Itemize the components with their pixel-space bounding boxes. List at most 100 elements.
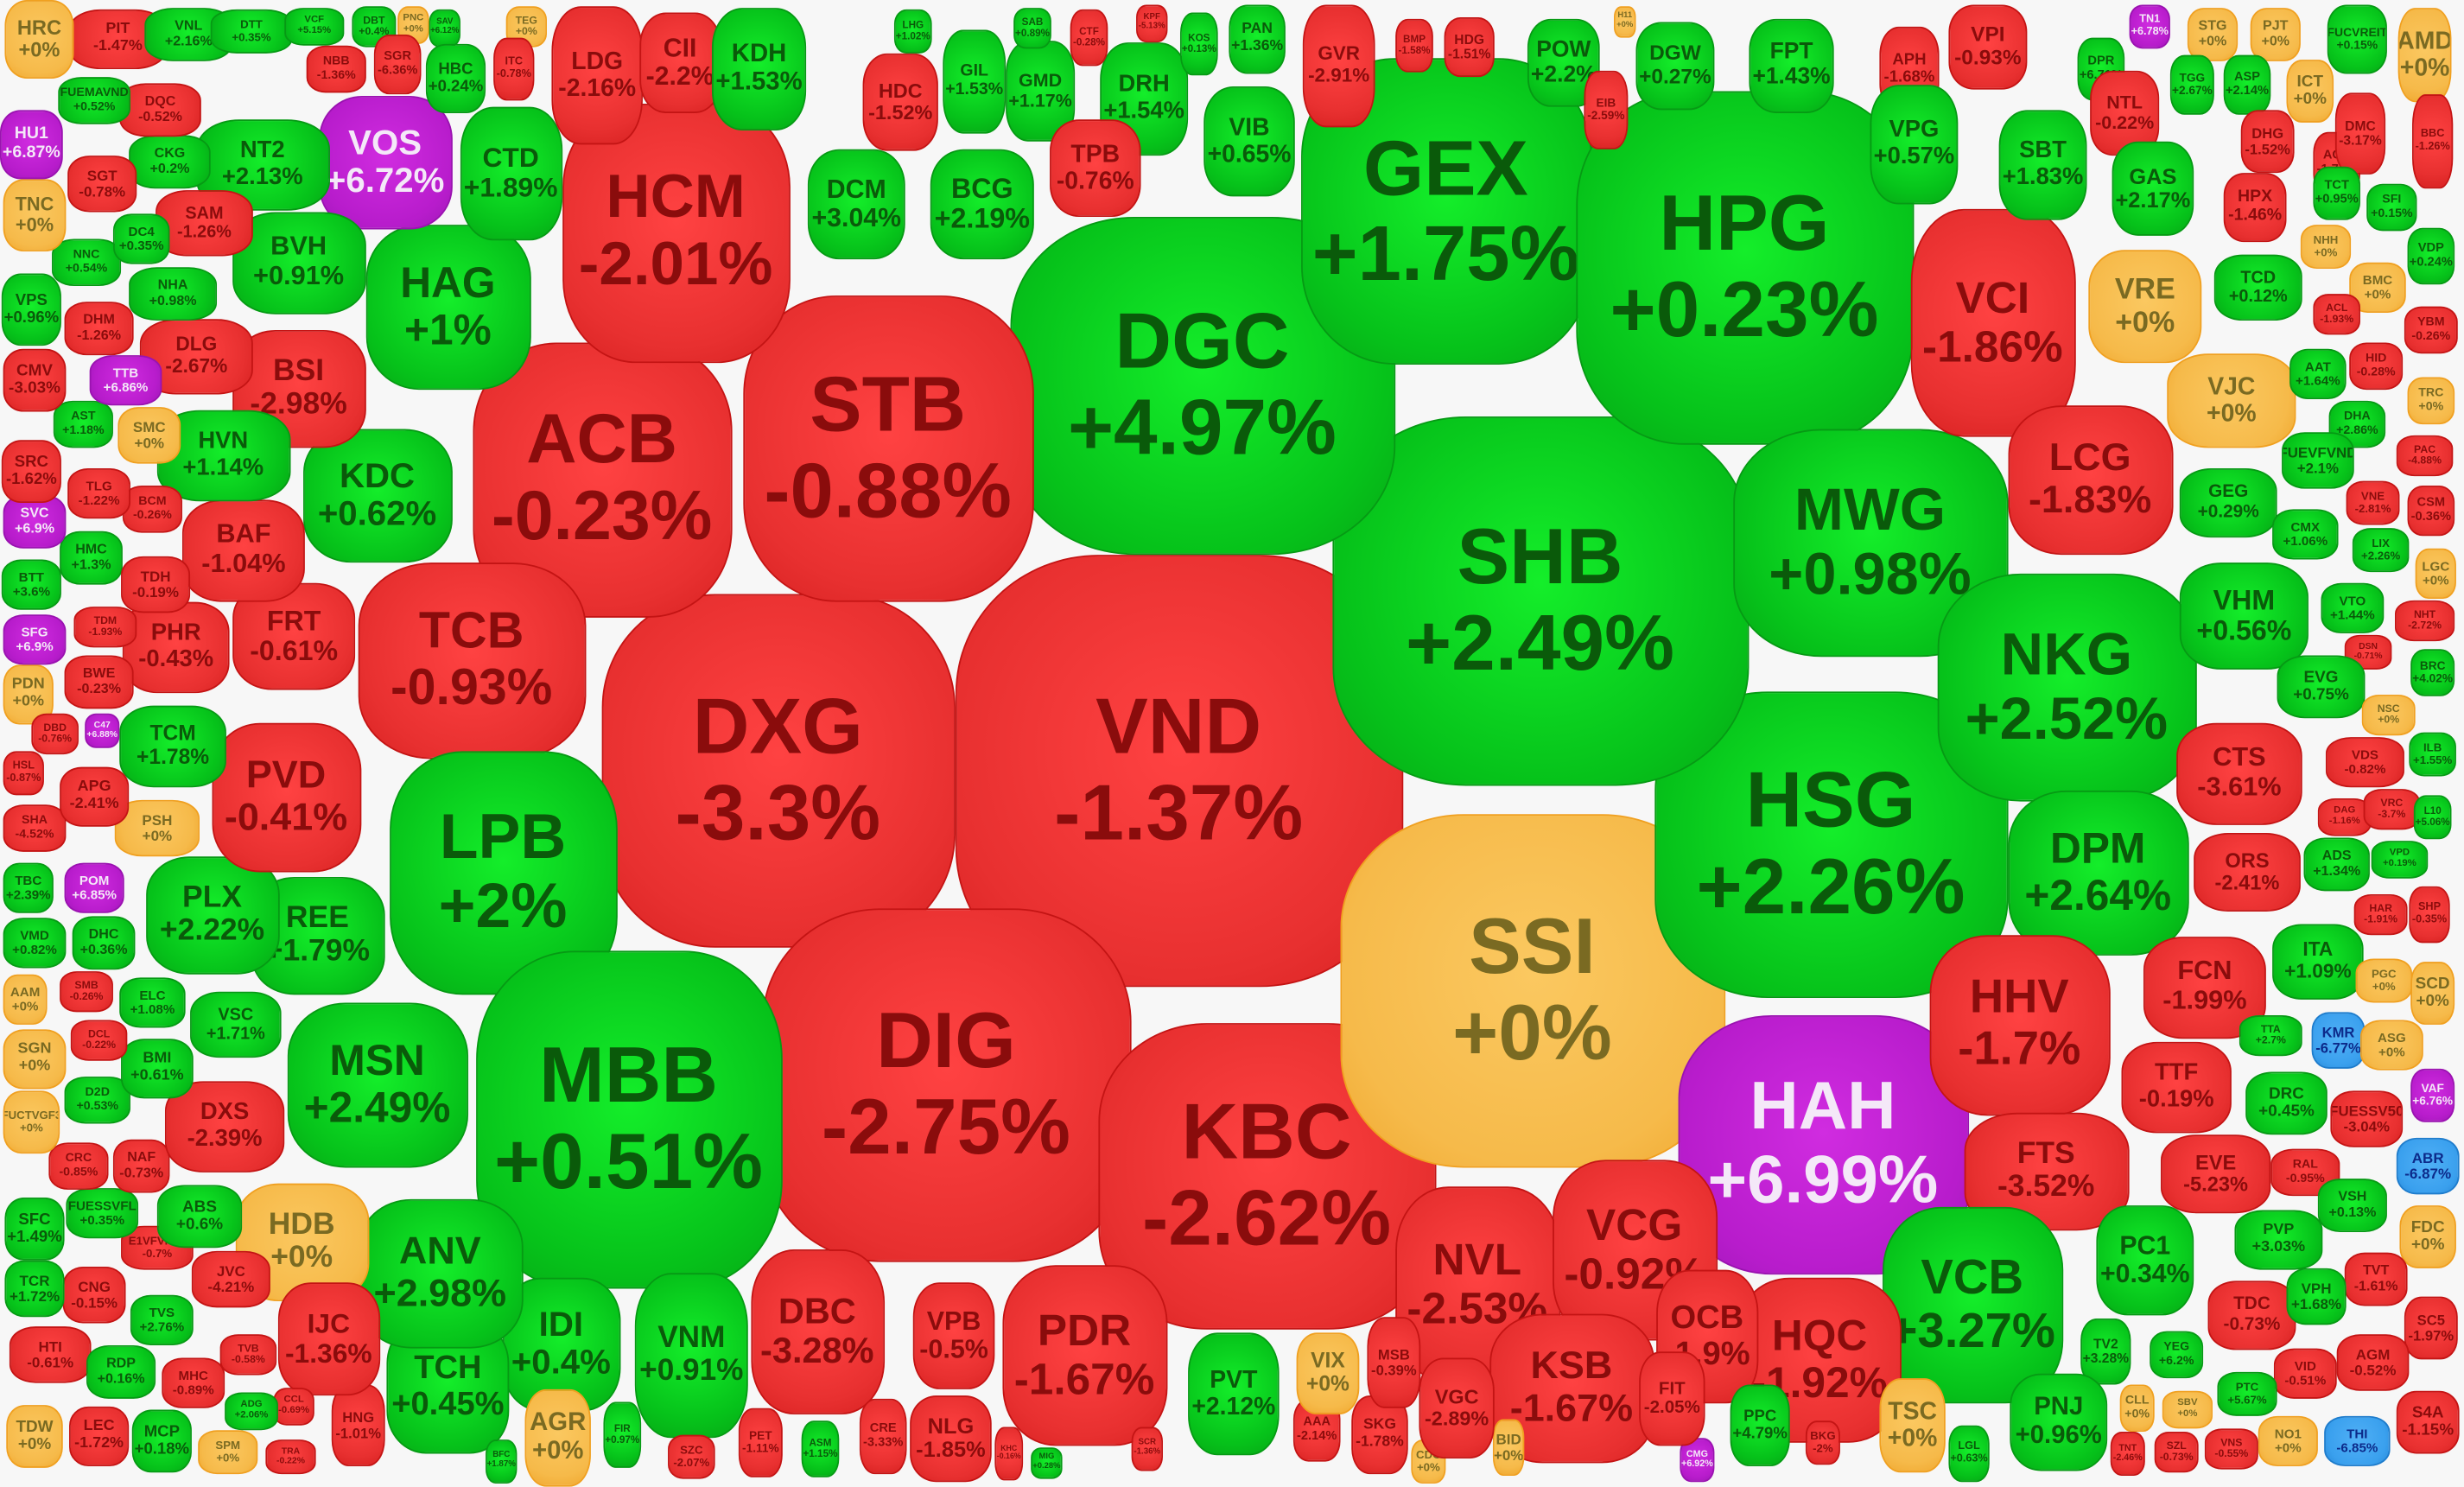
stock-tile-src[interactable]: SRC -1.62% <box>1 440 61 504</box>
stock-tile-jvc[interactable]: JVC -4.21% <box>191 1250 270 1308</box>
stock-tile-scd[interactable]: SCD +0% <box>2410 962 2455 1025</box>
stock-tile-ybm[interactable]: YBM -0.26% <box>2404 306 2458 354</box>
stock-tile-ilb[interactable]: ILB +1.55% <box>2409 732 2456 777</box>
stock-tile-smb[interactable]: SMB -0.26% <box>60 971 113 1013</box>
stock-tile-ctf[interactable]: CTF -0.28% <box>1070 9 1108 67</box>
stock-tile-e1vfvn30[interactable]: E1VFVN30 -0.7% <box>121 1225 194 1270</box>
stock-tile-hbc[interactable]: HBC +0.24% <box>425 43 486 113</box>
stock-tile-hti[interactable]: HTI -0.61% <box>9 1326 92 1383</box>
stock-tile-sam[interactable]: SAM -1.26% <box>156 190 253 257</box>
stock-tile-vjc[interactable]: VJC +0% <box>2167 353 2296 448</box>
stock-tile-sfi[interactable]: SFI +0.15% <box>2366 183 2417 232</box>
stock-tile-sfc[interactable]: SFC +1.49% <box>4 1198 65 1261</box>
stock-tile-eve[interactable]: EVE -5.23% <box>2160 1134 2271 1214</box>
stock-tile-ksb[interactable]: KSB -1.67% <box>1489 1312 1654 1463</box>
stock-tile-hah[interactable]: HAH +6.99% <box>1677 1014 1969 1274</box>
stock-tile-tta[interactable]: TTA +2.7% <box>2239 1015 2302 1057</box>
stock-tile-tnc[interactable]: TNC +0% <box>3 179 67 252</box>
stock-tile-geg[interactable]: GEG +0.29% <box>2179 468 2277 538</box>
stock-tile-ctd[interactable]: CTD +1.89% <box>460 105 562 240</box>
stock-tile-lgc[interactable]: LGC +0% <box>2415 548 2456 600</box>
stock-tile-acl[interactable]: ACL -1.93% <box>2313 294 2360 335</box>
stock-tile-dxs[interactable]: DXS -2.39% <box>164 1081 285 1172</box>
stock-tile-tnt[interactable]: TNT -2.46% <box>2110 1432 2145 1476</box>
stock-tile-fdc[interactable]: FDC +0% <box>2399 1205 2456 1268</box>
stock-tile-fuemavnd[interactable]: FUEMAVND +0.52% <box>58 77 130 124</box>
stock-tile-pom[interactable]: POM +6.85% <box>64 862 124 913</box>
stock-tile-nlg[interactable]: NLG -1.85% <box>910 1395 992 1482</box>
stock-tile-sbv[interactable]: SBV +0% <box>2162 1390 2213 1429</box>
stock-tile-dag[interactable]: DAG -1.16% <box>2317 798 2372 836</box>
stock-tile-aam[interactable]: AAM +0% <box>3 974 48 1025</box>
stock-tile-thi[interactable]: THI -6.85% <box>2324 1415 2391 1467</box>
stock-tile-ict[interactable]: ICT +0% <box>2286 60 2334 123</box>
stock-tile-vps[interactable]: VPS +0.96% <box>1 273 61 346</box>
stock-tile-tdm[interactable]: TDM -1.93% <box>73 607 137 648</box>
stock-tile-kpf[interactable]: KPF -5.13% <box>1136 4 1168 43</box>
stock-tile-hdg[interactable]: HDG -1.51% <box>1444 17 1495 78</box>
stock-tile-drc[interactable]: DRC +0.45% <box>2245 1071 2327 1135</box>
stock-tile-sab[interactable]: SAB +0.89% <box>1013 8 1051 49</box>
stock-tile-nha[interactable]: NHA +0.98% <box>129 267 218 321</box>
stock-tile-msb[interactable]: MSB -0.39% <box>1367 1317 1421 1408</box>
stock-tile-cmv[interactable]: CMV -3.03% <box>3 348 67 412</box>
stock-tile-crc[interactable]: CRC -0.85% <box>48 1142 109 1190</box>
stock-tile-yeg[interactable]: YEG +6.2% <box>2150 1331 2204 1379</box>
stock-tile-gvr[interactable]: GVR -2.91% <box>1302 4 1375 128</box>
stock-tile-dbt[interactable]: DBT +0.4% <box>352 6 397 48</box>
stock-tile-shp[interactable]: SHP -0.35% <box>2409 886 2450 944</box>
stock-tile-sav[interactable]: SAV +6.12% <box>429 9 460 48</box>
stock-tile-tbc[interactable]: TBC +2.39% <box>3 862 54 913</box>
stock-tile-pgc[interactable]: PGC +0% <box>2355 958 2413 1003</box>
stock-tile-khc[interactable]: KHC -0.16% <box>994 1427 1024 1481</box>
stock-tile-cre[interactable]: CRE -3.33% <box>859 1398 907 1475</box>
stock-tile-ocb[interactable]: OCB -1.9% <box>1655 1268 1758 1403</box>
stock-tile-tlg[interactable]: TLG -1.22% <box>67 468 130 519</box>
stock-tile-bid[interactable]: BID +0% <box>1492 1420 1525 1477</box>
stock-tile-ita[interactable]: ITA +1.09% <box>2272 924 2364 1000</box>
stock-tile-mig[interactable]: MIG +0.28% <box>1031 1447 1063 1479</box>
stock-tile-naf[interactable]: NAF -0.73% <box>112 1139 170 1193</box>
stock-tile-pow[interactable]: POW +2.2% <box>1527 18 1600 107</box>
stock-tile-ast[interactable]: AST +1.18% <box>53 400 113 448</box>
stock-tile-tpb[interactable]: TPB -0.76% <box>1050 119 1141 218</box>
stock-tile-pan[interactable]: PAN +1.36% <box>1229 4 1286 74</box>
stock-tile-vto[interactable]: VTO +1.44% <box>2321 582 2385 634</box>
stock-tile-trc[interactable]: TRC +0% <box>2407 377 2455 425</box>
stock-tile-hmc[interactable]: HMC +1.3% <box>60 531 123 585</box>
stock-tile-fir[interactable]: FIR +0.97% <box>603 1401 642 1468</box>
stock-tile-kos[interactable]: KOS +0.13% <box>1179 12 1218 76</box>
stock-tile-tn1[interactable]: TN1 +6.78% <box>2129 4 2170 49</box>
stock-tile-pvt[interactable]: PVT +2.12% <box>1188 1332 1280 1456</box>
stock-tile-nsc[interactable]: NSC +0% <box>2361 694 2416 736</box>
stock-tile-stb[interactable]: STB -0.88% <box>742 295 1033 601</box>
stock-tile-btt[interactable]: BTT +3.6% <box>1 559 61 610</box>
stock-tile-ckg[interactable]: CKG +0.2% <box>129 135 211 189</box>
stock-tile-ttb[interactable]: TTB +6.86% <box>89 355 162 406</box>
stock-tile-psh[interactable]: PSH +0% <box>114 799 200 857</box>
stock-tile-hpg[interactable]: HPG +0.23% <box>1575 90 1914 444</box>
stock-tile-ads[interactable]: ADS +1.34% <box>2303 837 2370 892</box>
stock-tile-elc[interactable]: ELC +1.08% <box>119 977 186 1028</box>
stock-tile-anv[interactable]: ANV +2.98% <box>357 1198 523 1348</box>
stock-tile-vid[interactable]: VID -0.51% <box>2273 1348 2337 1399</box>
stock-tile-tra[interactable]: TRA -0.22% <box>265 1439 316 1475</box>
stock-tile-no1[interactable]: NO1 +0% <box>2258 1415 2318 1467</box>
stock-tile-tdc[interactable]: TDC -0.73% <box>2207 1280 2296 1350</box>
stock-tile-mwg[interactable]: MWG +0.98% <box>1732 428 2008 657</box>
stock-tile-pdr[interactable]: PDR -1.67% <box>1001 1264 1167 1446</box>
stock-tile-har[interactable]: HAR -1.91% <box>2353 893 2408 936</box>
stock-tile-tsc[interactable]: TSC +0% <box>1879 1378 1946 1473</box>
stock-tile-tdw[interactable]: TDW +0% <box>6 1405 63 1468</box>
stock-tile-fuctvgf3[interactable]: FUCTVGF3 +0% <box>3 1090 60 1154</box>
stock-tile-ppc[interactable]: PPC +4.79% <box>1730 1384 1790 1467</box>
stock-tile-fucvreit[interactable]: FUCVREIT +0.15% <box>2327 4 2387 74</box>
stock-tile-bkg[interactable]: BKG -2% <box>1805 1420 1840 1465</box>
stock-tile-pac[interactable]: PAC -4.88% <box>2396 435 2454 477</box>
stock-tile-vci[interactable]: VCI -1.86% <box>1909 208 2075 436</box>
stock-tile-sbt[interactable]: SBT +1.83% <box>1998 110 2087 220</box>
stock-tile-dpm[interactable]: DPM +2.64% <box>2007 789 2188 955</box>
stock-tile-vos[interactable]: VOS +6.72% <box>318 95 452 229</box>
stock-tile-hng[interactable]: HNG -1.01% <box>331 1384 385 1467</box>
stock-tile-vpg[interactable]: VPG +0.57% <box>1870 85 1959 205</box>
